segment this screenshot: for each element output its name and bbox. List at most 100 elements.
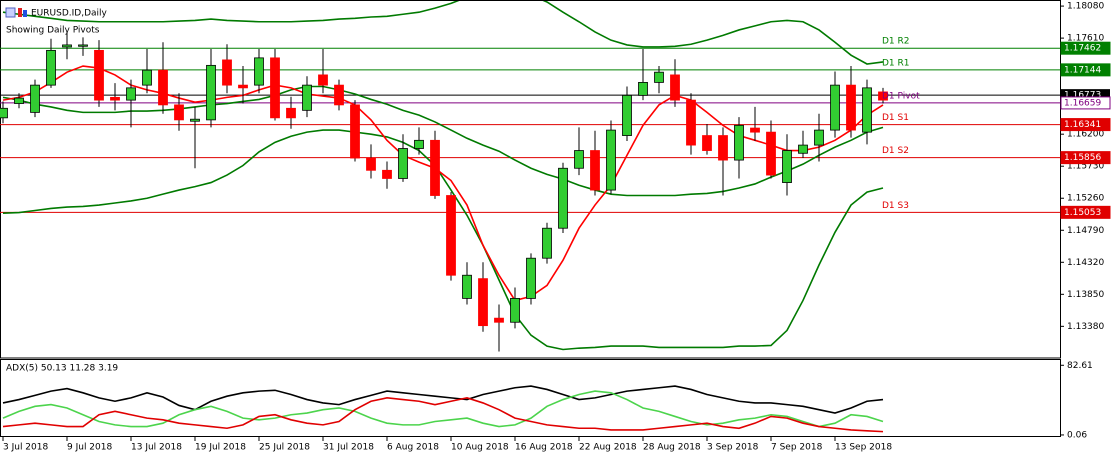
y-tick-label: 1.15260 (1067, 194, 1104, 204)
candle-body (734, 124, 744, 161)
main-frame (0, 0, 1061, 359)
chart-subtitle: Showing Daily Pivots (6, 26, 100, 36)
y-tick-label: 0.06 (1067, 430, 1087, 440)
candle-body (158, 69, 168, 106)
candle-body (238, 84, 248, 89)
candle-body (526, 257, 536, 299)
x-tick-label: 9 Jul 2018 (67, 443, 112, 453)
adx-line (2, 385, 884, 414)
candle-body (190, 118, 200, 122)
overlay-line (2, 129, 884, 351)
candle-body (286, 107, 296, 119)
candle-body (14, 97, 24, 104)
chart-title: EURUSD.ID,Daily (31, 9, 108, 19)
symbol-icons (5, 7, 27, 18)
candle-body (702, 135, 712, 151)
candle-body (270, 57, 280, 119)
overlay-line (2, 85, 884, 197)
candle-body (414, 139, 424, 149)
candle-body (638, 82, 648, 96)
y-tick-label: 1.13850 (1067, 290, 1104, 300)
candle-body (574, 150, 584, 169)
x-tick-label: 16 Aug 2018 (515, 443, 573, 453)
candle-body (750, 127, 760, 133)
candle-body (654, 71, 664, 83)
sub-plot (2, 385, 884, 433)
pivot-label: D1 R1 (882, 58, 910, 68)
candle-body (798, 144, 808, 154)
candle-body (510, 298, 520, 323)
pivot-price-box (1060, 41, 1111, 55)
candle-body (62, 44, 72, 48)
x-tick-label: 3 Sep 2018 (707, 443, 759, 453)
candle-body (782, 150, 792, 183)
pivot-price-box (1060, 96, 1111, 110)
pivot-price-box (1060, 205, 1111, 219)
candle-body (254, 57, 264, 86)
pivot-label: D1 S1 (882, 113, 909, 123)
y-tick-label: 82.61 (1067, 361, 1093, 371)
pivot-label: D1 S3 (882, 201, 909, 211)
overlay-line (2, 1, 884, 65)
candle-body (334, 84, 344, 106)
candle-body (846, 84, 856, 131)
candle-body (558, 167, 568, 229)
adx-title: ADX(5) 50.13 11.28 3.19 (6, 364, 118, 374)
pivot-label: D1 R2 (882, 37, 910, 47)
candle-body (366, 157, 376, 171)
candle-body (590, 150, 600, 191)
candle-body (478, 278, 488, 327)
candle-body (318, 74, 328, 86)
candle-body (462, 274, 472, 299)
pivot-price-label: 1.16341 (1064, 120, 1101, 130)
pivot-price-label: 1.17462 (1064, 44, 1101, 54)
candle-body (494, 317, 504, 323)
y-tick-label: 1.14790 (1067, 226, 1104, 236)
candle-body (0, 107, 8, 119)
pivot-price-box (1060, 63, 1111, 77)
y-tick-label: 1.13380 (1067, 322, 1104, 332)
candle-body (430, 139, 440, 196)
candle-body (302, 84, 312, 111)
pivot-price-box (1060, 151, 1111, 165)
x-tick-label: 22 Aug 2018 (579, 443, 637, 453)
adx-line (2, 390, 884, 428)
candle-body (830, 84, 840, 131)
candle-body (78, 44, 88, 47)
x-tick-label: 19 Jul 2018 (195, 443, 246, 453)
candle-body (670, 74, 680, 101)
x-tick-label: 28 Aug 2018 (643, 443, 701, 453)
adx-line (2, 397, 884, 433)
x-tick-label: 7 Sep 2018 (771, 443, 823, 453)
x-tick-label: 31 Jul 2018 (323, 443, 374, 453)
candle-body (766, 131, 776, 176)
pivot-price-box (1060, 118, 1111, 132)
pivot-price-label: 1.17144 (1064, 65, 1101, 75)
candle-body (382, 169, 392, 179)
x-tick-label: 10 Aug 2018 (451, 443, 509, 453)
y-tick-label: 1.17610 (1067, 34, 1104, 44)
x-tick-label: 6 Aug 2018 (387, 443, 439, 453)
y-tick-label: 1.15730 (1067, 162, 1104, 172)
candle-body (398, 148, 408, 179)
candle-body (30, 84, 40, 113)
y-tick-label: 1.18080 (1067, 2, 1104, 12)
y-tick-label: 1.16200 (1067, 130, 1104, 140)
icon (23, 10, 27, 17)
candle-body (622, 94, 632, 136)
candle-body (878, 91, 888, 101)
icon (18, 8, 22, 17)
x-tick-label: 13 Sep 2018 (835, 443, 892, 453)
pivot-label: D1 Pivot (882, 91, 920, 101)
x-tick-label: 3 Jul 2018 (3, 443, 48, 453)
candle-body (814, 129, 824, 146)
current-price-label: 1.16773 (1064, 91, 1101, 101)
icon (5, 7, 16, 18)
pivot-price-label: 1.16659 (1064, 98, 1101, 108)
candle-body (110, 96, 120, 101)
candle-body (46, 49, 56, 86)
x-tick-label: 25 Jul 2018 (259, 443, 310, 453)
pivot-price-label: 1.15856 (1064, 153, 1101, 163)
